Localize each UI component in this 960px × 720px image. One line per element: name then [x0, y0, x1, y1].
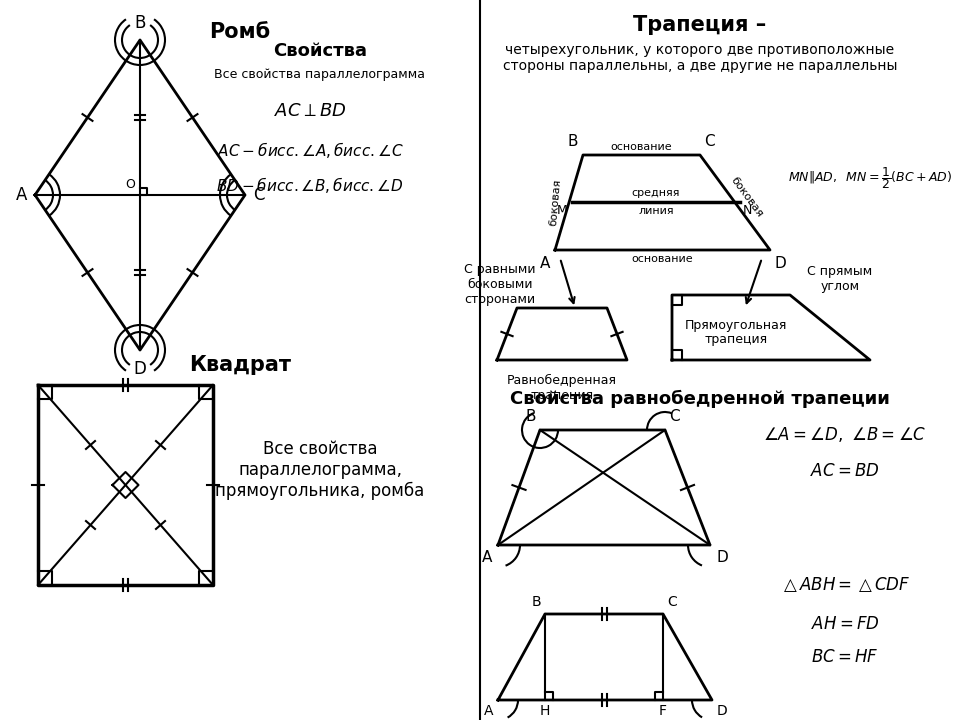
Text: Свойства: Свойства	[273, 42, 367, 60]
Text: С равными
боковыми
сторонами: С равными боковыми сторонами	[465, 263, 536, 306]
Text: A: A	[540, 256, 550, 271]
Text: $AC \perp BD$: $AC \perp BD$	[274, 102, 347, 120]
Text: Трапеция –: Трапеция –	[634, 15, 767, 35]
Text: С прямым
углом: С прямым углом	[807, 265, 873, 293]
Text: $\triangle ABH =\triangle CDF$: $\triangle ABH =\triangle CDF$	[780, 575, 910, 594]
Text: C: C	[704, 134, 714, 149]
Text: C: C	[669, 409, 680, 424]
Text: Прямоугольная
трапеция: Прямоугольная трапеция	[684, 318, 787, 346]
Text: B: B	[525, 409, 536, 424]
Text: боковая: боковая	[729, 176, 765, 220]
Text: основание: основание	[611, 142, 672, 152]
Text: $\angle A = \angle D,\ \angle B = \angle C$: $\angle A = \angle D,\ \angle B = \angle…	[763, 425, 926, 444]
Text: Свойства равнобедренной трапеции: Свойства равнобедренной трапеции	[510, 390, 890, 408]
Text: O: O	[125, 179, 135, 192]
Text: $BC = HF$: $BC = HF$	[811, 648, 878, 666]
Text: боковая: боковая	[548, 179, 562, 227]
Text: C: C	[667, 595, 677, 609]
Text: Квадрат: Квадрат	[189, 355, 291, 375]
Text: B: B	[532, 595, 541, 609]
Text: B: B	[567, 134, 578, 149]
Text: N: N	[743, 204, 753, 217]
Text: $AC-бисс.\angle A,бисс.\angle C$: $AC-бисс.\angle A,бисс.\angle C$	[217, 140, 403, 160]
Text: $BD-бисс.\angle B,бисс.\angle D$: $BD-бисс.\angle B,бисс.\angle D$	[216, 175, 404, 195]
Text: Все свойства
параллелограмма,
прямоугольника, ромба: Все свойства параллелограмма, прямоуголь…	[215, 440, 424, 500]
Text: H: H	[540, 704, 550, 718]
Text: $AH = FD$: $AH = FD$	[810, 615, 879, 633]
Text: Равнобедренная
трапеция: Равнобедренная трапеция	[507, 374, 617, 402]
Text: M: M	[557, 204, 568, 217]
Text: F: F	[659, 704, 667, 718]
Text: D: D	[774, 256, 785, 271]
Text: D: D	[716, 550, 728, 565]
Text: $AC = BD$: $AC = BD$	[810, 462, 880, 480]
Text: Все свойства параллелограмма: Все свойства параллелограмма	[214, 68, 425, 81]
Text: линия: линия	[638, 206, 674, 216]
Text: Ромб: Ромб	[209, 22, 271, 42]
Text: D: D	[717, 704, 728, 718]
Text: A: A	[484, 704, 493, 718]
Text: C: C	[253, 186, 265, 204]
Text: A: A	[15, 186, 27, 204]
Text: D: D	[133, 360, 147, 378]
Text: средняя: средняя	[632, 188, 681, 198]
Text: основание: основание	[632, 254, 693, 264]
Text: четырехугольник, у которого две противоположные
стороны параллельны, а две други: четырехугольник, у которого две противоп…	[503, 43, 898, 73]
Text: A: A	[482, 550, 492, 565]
Text: $MN \| AD,\;\; MN = \dfrac{1}{2}(BC + AD)$: $MN \| AD,\;\; MN = \dfrac{1}{2}(BC + AD…	[788, 165, 952, 191]
Text: B: B	[134, 14, 146, 32]
